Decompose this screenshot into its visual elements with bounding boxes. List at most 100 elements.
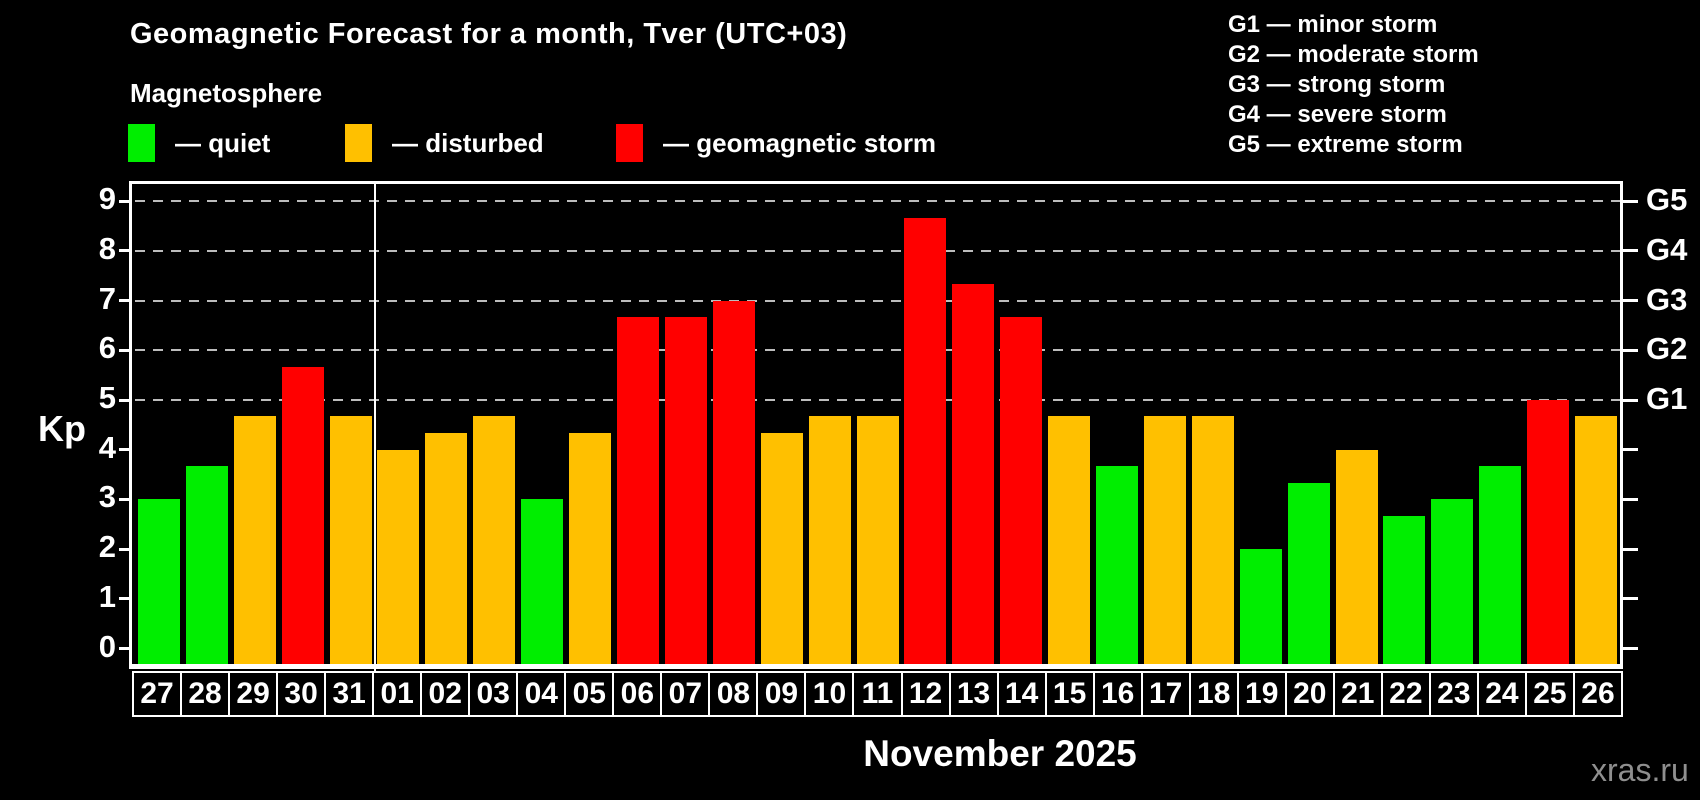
date-cell-07: 07	[660, 671, 711, 717]
kp-bar-07	[664, 317, 707, 666]
y-axis-label-3: 3	[98, 479, 116, 515]
date-cell-29: 29	[228, 671, 279, 717]
kp-bar-02	[425, 433, 468, 666]
date-cell-01: 01	[372, 671, 423, 717]
kp-bar-16	[1096, 466, 1139, 666]
date-cell-16: 16	[1092, 671, 1143, 717]
storm-color-swatch	[616, 124, 643, 162]
date-cell-20: 20	[1284, 671, 1335, 717]
y-axis-label-4: 4	[98, 429, 116, 465]
kp-bar-04	[521, 499, 564, 666]
gridline-kp-7	[135, 299, 1620, 302]
quiet-color-swatch	[128, 124, 155, 162]
y-axis-label-2: 2	[98, 529, 116, 565]
y-axis-tick-right-2	[1623, 547, 1638, 551]
kp-bar-12	[904, 217, 947, 666]
chart-title: Geomagnetic Forecast for a month, Tver (…	[130, 18, 848, 50]
date-cell-14: 14	[996, 671, 1047, 717]
kp-bar-15	[1048, 416, 1091, 666]
date-cell-13: 13	[948, 671, 999, 717]
legend-label-disturbed: — disturbed	[392, 127, 544, 158]
date-cell-10: 10	[804, 671, 855, 717]
y-axis-tick-right-0	[1623, 647, 1638, 650]
date-cell-08: 08	[708, 671, 759, 717]
gridline-kp-5	[135, 399, 1620, 401]
legend-label-quiet: — quiet	[175, 127, 271, 158]
kp-bar-06	[616, 317, 659, 666]
y-axis-title: Kp	[38, 408, 86, 449]
date-cell-05: 05	[564, 671, 615, 717]
x-axis-month-label: November 2025	[863, 733, 1137, 774]
y-axis-label-9: 9	[98, 181, 116, 217]
kp-bar-05	[569, 433, 612, 666]
date-cell-04: 04	[516, 671, 567, 717]
kp-bar-14	[1000, 317, 1043, 666]
date-cell-09: 09	[756, 671, 807, 717]
kp-bar-27	[137, 499, 180, 666]
g-scale-legend-g4: G4 — severe storm	[1228, 101, 1447, 128]
date-cell-12: 12	[900, 671, 951, 717]
date-cell-26: 26	[1572, 671, 1623, 717]
kp-bar-09	[760, 433, 803, 666]
y-axis-label-8: 8	[98, 230, 116, 266]
g-scale-legend: G1 — minor storm G2 — moderate storm G3 …	[1228, 10, 1479, 160]
kp-bar-25	[1527, 400, 1570, 666]
kp-bar-29	[233, 416, 276, 666]
y-axis-tick-right-5	[1623, 398, 1638, 402]
date-cell-18: 18	[1188, 671, 1239, 717]
date-cell-03: 03	[468, 671, 519, 717]
g-scale-legend-g5: G5 — extreme storm	[1228, 131, 1463, 158]
y-axis-label-7: 7	[98, 280, 116, 316]
kp-bar-08	[712, 300, 755, 666]
gridline-kp-6	[135, 349, 1620, 352]
y-axis-tick-right-6	[1623, 348, 1638, 352]
date-cell-23: 23	[1428, 671, 1479, 717]
y-axis-tick-right-3	[1623, 497, 1638, 501]
legend-item-storm: — geomagnetic storm	[616, 123, 936, 163]
date-cell-02: 02	[420, 671, 471, 717]
legend-item-disturbed: — disturbed	[345, 123, 544, 163]
x-axis-date-row: 27 28 29 30 31 01 02 03 04 05 06 07 08 09 10 11 12 13 14 15…	[132, 671, 1623, 717]
g-scale-legend-g3: G3 — strong storm	[1228, 71, 1446, 98]
y-axis-tick-left-9	[119, 199, 132, 203]
date-cell-30: 30	[276, 671, 327, 717]
kp-bar-22	[1383, 515, 1426, 666]
date-cell-06: 06	[612, 671, 663, 717]
g-axis-label-g1: G1	[1646, 381, 1688, 416]
date-cell-25: 25	[1524, 671, 1575, 717]
legend-item-quiet: — quiet	[128, 123, 270, 163]
y-axis-tick-left-7	[119, 299, 132, 303]
kp-bar-21	[1335, 449, 1378, 666]
date-cell-28: 28	[180, 671, 231, 717]
date-cell-22: 22	[1380, 671, 1431, 717]
y-axis-tick-left-8	[119, 249, 132, 253]
date-cell-31: 31	[324, 671, 375, 717]
y-axis-tick-left-0	[119, 647, 132, 650]
chart-subtitle: Magnetosphere	[130, 78, 323, 108]
g-axis-label-g4: G4	[1646, 231, 1688, 267]
kp-bar-30	[281, 366, 324, 666]
kp-bar-10	[808, 416, 851, 666]
g-axis-label-g2: G2	[1646, 331, 1688, 367]
y-axis-tick-left-5	[119, 398, 132, 402]
y-axis-tick-left-4	[119, 448, 132, 452]
date-cell-21: 21	[1332, 671, 1383, 717]
kp-bar-11	[856, 416, 899, 666]
y-axis-tick-right-1	[1623, 597, 1638, 601]
gridline-kp-9	[135, 200, 1620, 203]
y-axis-label-6: 6	[98, 330, 116, 366]
kp-bar-17	[1143, 416, 1186, 666]
kp-bar-01	[377, 449, 420, 666]
y-axis-tick-left-3	[119, 497, 132, 501]
date-cell-19: 19	[1236, 671, 1287, 717]
y-axis-label-5: 5	[98, 380, 116, 415]
date-cell-11: 11	[852, 671, 903, 717]
y-axis-tick-left-2	[119, 547, 132, 551]
y-axis-label-0: 0	[98, 628, 116, 664]
date-cell-17: 17	[1140, 671, 1191, 717]
y-axis-tick-left-6	[119, 348, 132, 352]
y-axis-tick-right-8	[1623, 249, 1638, 253]
g-axis-label-g3: G3	[1646, 281, 1688, 317]
date-cell-15: 15	[1044, 671, 1095, 717]
